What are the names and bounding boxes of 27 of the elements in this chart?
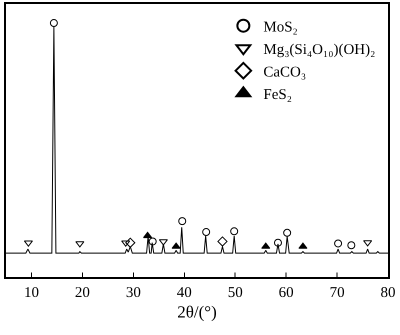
point — [24, 240, 33, 247]
point — [125, 238, 136, 248]
x-tick-label: 80 — [380, 284, 396, 301]
legend-label: MoS₂ — [263, 20, 298, 36]
point — [121, 240, 130, 247]
legend-label: Mg₃(Si₄O₁₀)(OH)₂ — [263, 42, 376, 58]
point — [334, 239, 342, 248]
x-tick-label: 70 — [330, 284, 345, 301]
x-tick-label: 20 — [74, 284, 90, 301]
point — [283, 228, 292, 237]
point — [148, 237, 157, 246]
x-tick-label: 40 — [176, 284, 192, 301]
legend-label: FeS₂ — [263, 87, 292, 104]
point — [50, 19, 58, 28]
point — [347, 241, 356, 250]
x-tick-label: 30 — [126, 284, 141, 301]
x-tick-label: 60 — [278, 284, 294, 301]
point — [230, 227, 238, 236]
x-axis-title: 2θ/(°) — [177, 302, 217, 322]
point — [274, 238, 282, 247]
point — [143, 232, 152, 238]
x-tick-label: 50 — [228, 284, 243, 301]
x-tick-label: 10 — [24, 284, 39, 301]
point — [202, 228, 210, 236]
legend-label: CaCO₃ — [263, 64, 306, 81]
point — [217, 236, 228, 246]
point — [178, 217, 186, 226]
